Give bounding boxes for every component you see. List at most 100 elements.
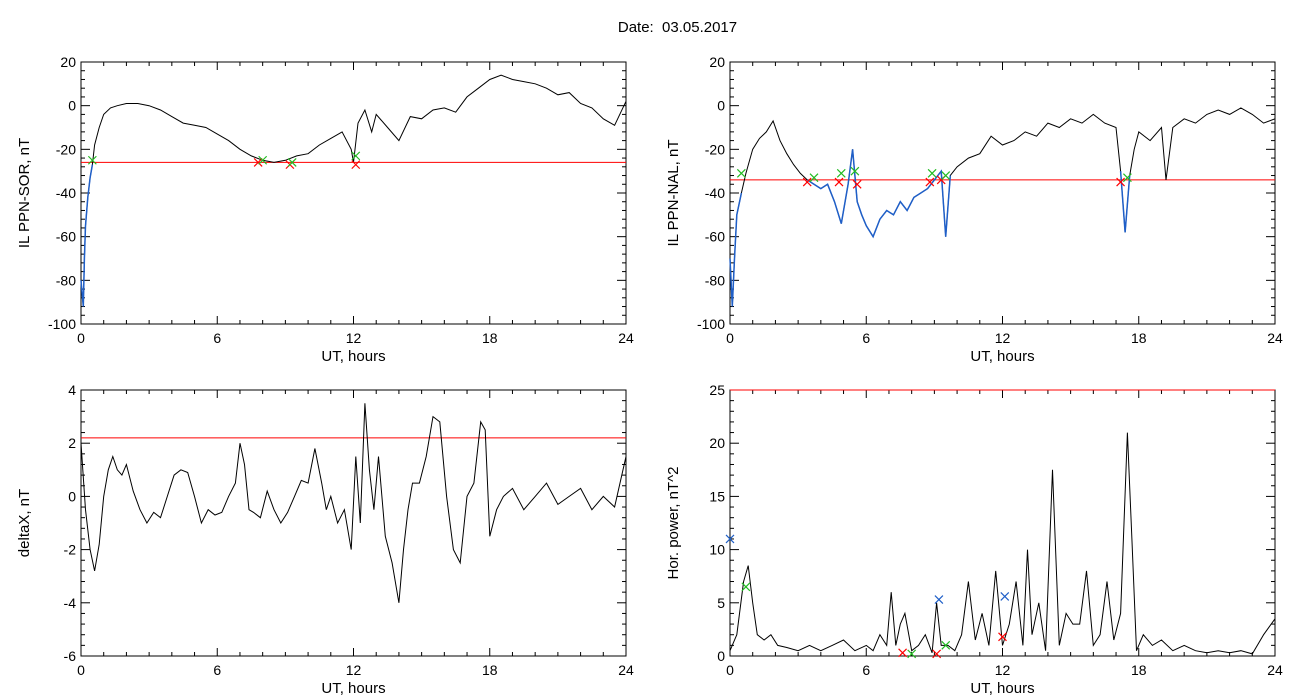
- chart2-ytick-label: -40: [705, 185, 725, 201]
- chart1-ytick-label: -100: [48, 316, 76, 332]
- chart2-marker-green: [1122, 173, 1132, 183]
- chart4-marker-blue: [1000, 591, 1010, 601]
- chart1-ytick-label: -80: [56, 272, 76, 288]
- chart2-ytick-label: 0: [717, 98, 725, 114]
- chart4-ytick-label: 0: [717, 648, 725, 664]
- chart4-xtick-label: 18: [1131, 662, 1147, 678]
- chart2-marker-green: [850, 166, 860, 176]
- chart4-marker-green: [907, 649, 917, 659]
- chart2-xtick-label: 24: [1267, 330, 1283, 346]
- chart3-series-line: [80, 403, 627, 603]
- chart1-xtick-label: 24: [618, 330, 634, 346]
- chart4-marker-red: [898, 648, 908, 658]
- chart2-ytick-label: -80: [705, 272, 725, 288]
- chart2-xlabel: UT, hours: [970, 348, 1034, 365]
- chart1-ytick-label: -20: [56, 141, 76, 157]
- chart1-ytick-label: 20: [60, 54, 76, 70]
- chart3-xtick-label: 18: [482, 662, 498, 678]
- chart3-ytick-label: -2: [64, 542, 77, 558]
- chart4-marker-green: [741, 582, 751, 592]
- chart4-ytick-label: 15: [709, 488, 725, 504]
- chart1-marker-green: [351, 151, 361, 161]
- chart4-xtick-label: 0: [726, 662, 734, 678]
- chart4-xlabel: UT, hours: [970, 680, 1034, 697]
- chart4-series-line: [729, 432, 1276, 655]
- chart4: 0 6 12 18 24 0 5 10 15 20 25 UT, hours Hor. power, n…: [665, 382, 1283, 697]
- chart1-marker-red: [253, 158, 263, 167]
- chart1-frame: [80, 61, 627, 325]
- chart2-marker-red: [852, 179, 862, 189]
- chart2-ytick-label: 20: [709, 54, 725, 70]
- chart1-ytick-label: -40: [56, 185, 76, 201]
- chart1-xtick-label: 6: [213, 330, 221, 346]
- chart3-xtick-label: 24: [618, 662, 634, 678]
- chart3-ylabel: deltaX, nT: [16, 489, 33, 557]
- chart4-ylabel: Hor. power, nT^2: [665, 467, 682, 580]
- chart2-marker-green: [836, 168, 846, 178]
- chart4-marker-blue: [934, 595, 944, 605]
- chart3-frame: [80, 389, 627, 657]
- chart2-series-line: [729, 107, 1276, 307]
- chart2-marker-green: [927, 168, 937, 178]
- chart2-xtick-label: 0: [726, 330, 734, 346]
- chart1-marker-green: [87, 155, 97, 165]
- chart4-marker-green: [941, 640, 951, 650]
- chart4-frame: [729, 389, 1276, 657]
- figure-title: Date: 03.05.2017: [617, 19, 738, 36]
- chart2-highlight-segment: [1119, 171, 1131, 233]
- chart3-ytick-label: -6: [64, 648, 77, 664]
- chart1-marker-red: [351, 160, 361, 170]
- chart2-frame: [729, 61, 1276, 325]
- chart2-ytick-label: -100: [697, 316, 725, 332]
- chart4-xtick-label: 12: [995, 662, 1011, 678]
- chart3-ytick-label: 4: [68, 382, 76, 398]
- chart1: 0 6 12 18 24 -100 -80 -60 -40 -20 0 20 UT, hours IL P…: [16, 54, 634, 365]
- chart4-ytick-label: 25: [709, 382, 725, 398]
- chart2-marker-red: [802, 177, 812, 187]
- chart1-xlabel: UT, hours: [321, 348, 385, 365]
- chart2-marker-red: [834, 177, 844, 187]
- chart2-highlight-segment: [729, 192, 743, 307]
- chart3-ytick-label: 0: [68, 488, 76, 504]
- chart4-marker-blue: [725, 534, 735, 544]
- chart2-highlight-segment: [806, 149, 952, 239]
- chart2-ytick-label: -60: [705, 229, 725, 245]
- chart4-ytick-label: 20: [709, 435, 725, 451]
- chart1-xtick-label: 12: [346, 330, 362, 346]
- chart1-ytick-label: -60: [56, 229, 76, 245]
- chart3-xtick-label: 6: [213, 662, 221, 678]
- chart2-xtick-label: 12: [995, 330, 1011, 346]
- chart1-xtick-label: 0: [77, 330, 85, 346]
- chart2-xtick-label: 18: [1131, 330, 1147, 346]
- chart1-ylabel: IL PPN-SOR, nT: [16, 138, 33, 248]
- chart2-xtick-label: 6: [862, 330, 870, 346]
- chart1-highlight-segment: [80, 164, 94, 307]
- chart3-xtick-label: 12: [346, 662, 362, 678]
- chart4-ytick-label: 10: [709, 542, 725, 558]
- chart1-marker-green: [258, 155, 268, 165]
- chart1-xtick-label: 18: [482, 330, 498, 346]
- chart2-marker-green: [736, 168, 746, 178]
- chart1-series-line: [80, 74, 627, 307]
- chart1-marker-green: [287, 158, 297, 167]
- chart4-marker-red: [932, 649, 942, 659]
- chart4-xtick-label: 6: [862, 662, 870, 678]
- chart4-xtick-label: 24: [1267, 662, 1283, 678]
- chart2: 0 6 12 18 24 -100 -80 -60 -40 -20 0 20 UT, hours IL P…: [665, 54, 1283, 365]
- chart2-marker-red: [1116, 177, 1126, 187]
- chart2-marker-green: [941, 171, 951, 180]
- chart3-xlabel: UT, hours: [321, 680, 385, 697]
- chart3-xtick-label: 0: [77, 662, 85, 678]
- chart2-ylabel: IL PPN-NAL, nT: [665, 140, 682, 247]
- chart2-ytick-label: -20: [705, 141, 725, 157]
- chart1-ytick-label: 0: [68, 98, 76, 114]
- chart3-ytick-label: -4: [64, 595, 77, 611]
- chart4-marker-red: [998, 632, 1007, 642]
- chart2-marker-red: [925, 177, 935, 187]
- chart3-ytick-label: 2: [68, 435, 76, 451]
- chart4-ytick-label: 5: [717, 595, 725, 611]
- chart2-marker-green: [809, 173, 819, 183]
